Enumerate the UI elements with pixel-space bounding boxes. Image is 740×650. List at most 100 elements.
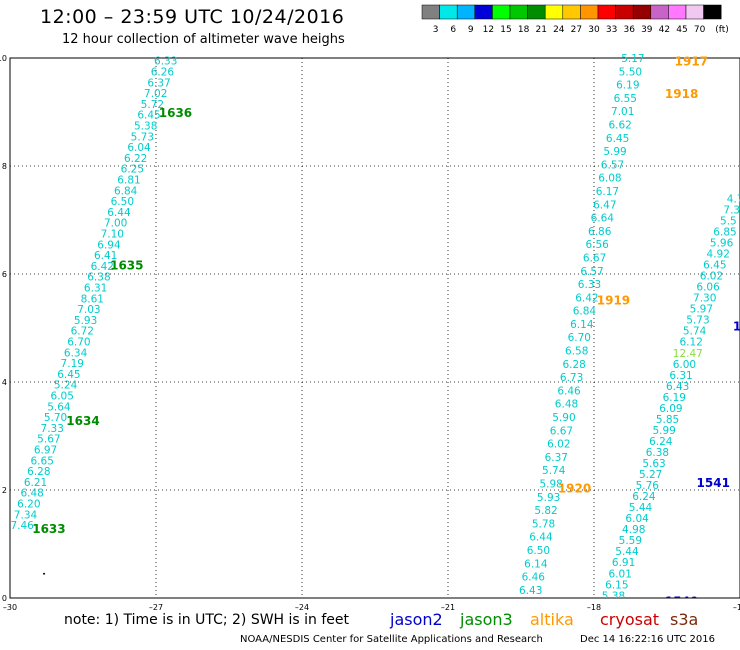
- swh-value-label: 4.92: [707, 249, 730, 261]
- swh-value-label: 5.96: [710, 238, 734, 250]
- swh-value-label: 6.05: [51, 391, 74, 403]
- swh-value-label: 6.25: [121, 164, 144, 176]
- swh-value-label: 6.84: [114, 185, 138, 197]
- legend-bin-label: 12: [483, 25, 494, 35]
- swh-value-label: 6.85: [713, 226, 736, 238]
- legend-jason3: jason3: [460, 610, 513, 629]
- swh-value-label: 6.17: [596, 186, 619, 198]
- swh-value-label: 4.98: [622, 524, 645, 536]
- swh-value-label: 6.42: [91, 261, 114, 273]
- legend-bin-label: 45: [676, 25, 687, 35]
- swh-value-label: 5.90: [552, 412, 575, 424]
- swh-value-label: 6.72: [71, 326, 94, 338]
- swh-value-label: 6.45: [57, 369, 80, 381]
- swh-value-label: 5.17: [621, 53, 644, 65]
- legend-swatch: [703, 4, 722, 20]
- chart-subtitle: 12 hour collection of altimeter wave hei…: [62, 32, 345, 47]
- swh-value-label: 6.33: [578, 279, 601, 291]
- swh-value-label: 6.24: [632, 491, 656, 503]
- swh-value-label: 6.34: [64, 347, 88, 359]
- swh-value-label: 6.37: [147, 77, 170, 89]
- pass-time-label: 1919: [597, 293, 630, 307]
- chart-title: 12:00 – 23:59 UTC 10/24/2016: [40, 6, 345, 28]
- swh-value-label: 5.72: [141, 99, 164, 111]
- pass-time-label: 1636: [159, 106, 192, 120]
- x-tick-label: –24: [295, 603, 309, 612]
- swh-value-label: 5.74: [683, 326, 707, 338]
- swh-value-label: 6.58: [565, 346, 588, 358]
- x-tick-label: –15: [733, 603, 740, 612]
- generated-timestamp: Dec 14 16:22:16 UTC 2016: [580, 634, 715, 645]
- swh-value-label: 6.22: [124, 153, 147, 165]
- swh-value-label: 5.27: [639, 469, 662, 481]
- swh-value-label: 6.33: [154, 56, 177, 68]
- swh-value-label: 6.70: [67, 337, 90, 349]
- legend-bin-label: 27: [571, 25, 582, 35]
- swh-value-label: 6.56: [585, 239, 609, 251]
- swh-value-label: 6.04: [625, 513, 649, 525]
- swh-value-label: 6.45: [606, 133, 629, 145]
- x-tick-label: –30: [3, 603, 17, 612]
- swh-value-label: 6.09: [659, 403, 682, 415]
- swh-value-label: 5.50: [619, 66, 642, 78]
- pass-time-label: 1: [733, 319, 740, 333]
- swh-value-label: 6.46: [557, 385, 581, 397]
- swh-value-label: 6.38: [87, 272, 110, 284]
- plot-frame: [9, 57, 740, 599]
- swh-value-label: 5.73: [131, 131, 154, 143]
- swh-value-label: 6.62: [608, 119, 631, 131]
- swh-value-label: 6.70: [568, 332, 591, 344]
- swh-value-label: 6.26: [151, 67, 175, 79]
- swh-value-label: 6.38: [646, 447, 669, 459]
- swh-value-label: 7.46: [10, 520, 34, 532]
- swh-value-label: 5.78: [532, 518, 555, 530]
- swh-value-label: 5.38: [602, 590, 625, 602]
- swh-value-label: 6.19: [663, 392, 686, 404]
- swh-value-label: 6.02: [700, 271, 723, 283]
- swh-value-label: 5.63: [642, 458, 665, 470]
- swh-value-label: 6.81: [117, 175, 140, 187]
- swh-value-label: 5.38: [134, 121, 157, 133]
- swh-value-label: 5.99: [652, 425, 675, 437]
- swh-value-label: 5.85: [656, 414, 679, 426]
- pass-time-label: 1917: [675, 55, 708, 69]
- swh-value-label: 5.44: [615, 546, 639, 558]
- swh-value-label: 5.76: [636, 480, 660, 492]
- swh-value-label: 6.64: [591, 213, 615, 225]
- swh-value-label: 6.47: [593, 199, 616, 211]
- swh-value-label: 6.14: [524, 558, 548, 570]
- swh-value-label: 6.28: [27, 466, 50, 478]
- legend-s3a: s3a: [670, 610, 699, 629]
- y-tick-label: 4: [2, 378, 7, 387]
- swh-value-label: 7.30: [693, 293, 716, 305]
- swh-value-label: 6.43: [519, 585, 542, 597]
- swh-value-label: 5.70: [44, 412, 67, 424]
- swh-value-label: 6.20: [17, 499, 40, 511]
- data-point: [43, 572, 46, 575]
- legend-bin-label: 30: [588, 25, 600, 35]
- swh-value-label: 8.61: [81, 293, 104, 305]
- legend-cryosat: cryosat: [600, 610, 660, 629]
- swh-value-label: 6.01: [609, 568, 632, 580]
- swh-value-label: 6.31: [669, 370, 692, 382]
- y-tick-label: 8: [2, 162, 7, 171]
- legend-bin-label: 21: [535, 25, 546, 35]
- swh-value-label: 5.44: [629, 502, 653, 514]
- swh-value-label: 6.91: [612, 557, 635, 569]
- swh-value-label: 5.73: [686, 315, 709, 327]
- swh-value-label: 6.04: [127, 142, 151, 154]
- x-tick-label: –21: [441, 603, 455, 612]
- swh-value-label: 6.43: [666, 381, 689, 393]
- y-tick-label: 10: [0, 54, 7, 63]
- swh-value-label: 5.93: [537, 492, 560, 504]
- swh-value-label: 7.3: [723, 204, 740, 216]
- swh-value-label: 7.33: [41, 423, 64, 435]
- swh-value-label: 5.97: [690, 304, 713, 316]
- swh-value-label: 5.99: [603, 146, 626, 158]
- y-tick-label: 2: [2, 486, 7, 495]
- y-tick-label: 0: [2, 594, 7, 603]
- legend-unit: (ft): [715, 25, 729, 35]
- swh-value-label: 6.31: [84, 283, 107, 295]
- swh-value-label: 7.00: [104, 218, 127, 230]
- legend-altika: altika: [530, 610, 574, 629]
